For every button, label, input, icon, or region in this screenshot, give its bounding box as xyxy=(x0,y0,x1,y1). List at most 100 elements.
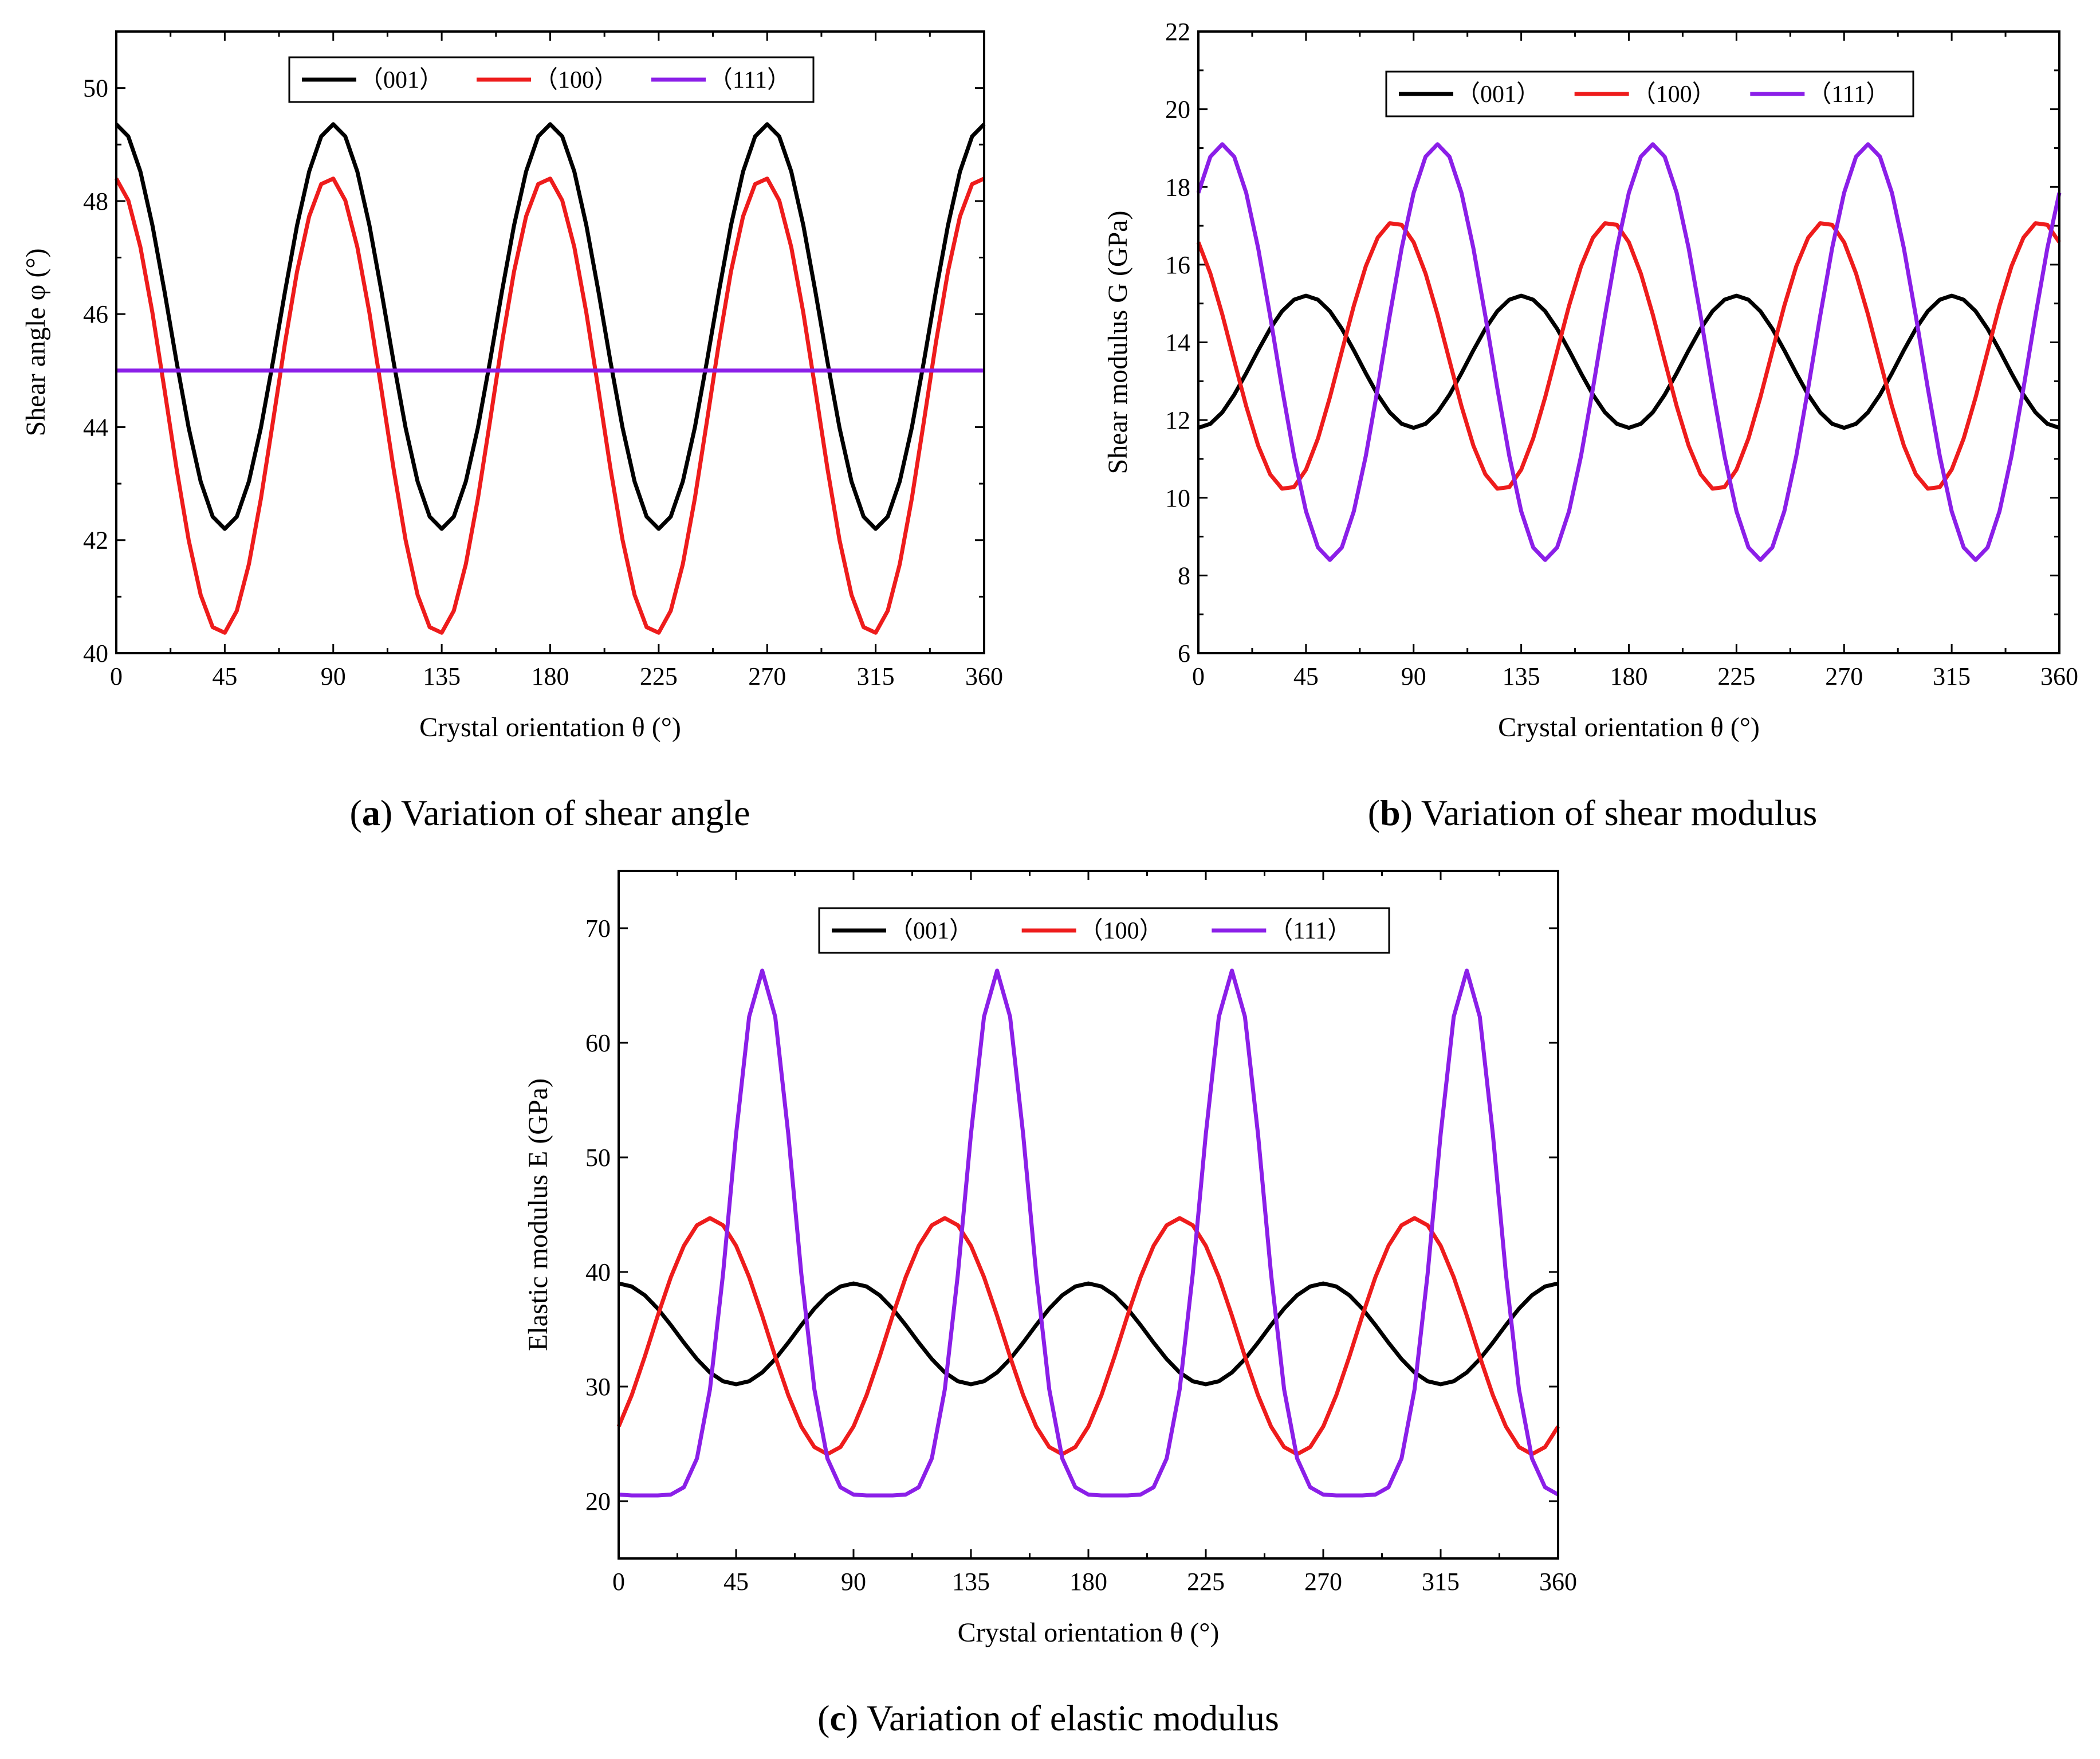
series-line-100 xyxy=(616,1216,1560,1456)
panel-a-x-ticks: 0 45 90 135 180 225 270 315 360 xyxy=(110,32,1003,690)
panel-c-plot-frame xyxy=(618,870,1559,1560)
series-line-001 xyxy=(1197,293,2060,430)
panel-b-legend: （001） （100） （111） xyxy=(1385,70,1914,117)
series-line-111 xyxy=(1196,142,2062,562)
panel-b-legend-label-100: （100） xyxy=(1632,81,1716,108)
y-tick-label: 44 xyxy=(83,413,108,441)
panel-c-x-ticks: 0 45 90 135 180 225 270 315 360 xyxy=(612,871,1577,1596)
series-line-100 xyxy=(114,176,985,635)
panel-c-y-axis-label: Elastic modulus E (GPa) xyxy=(523,1078,553,1351)
y-tick-label: 18 xyxy=(1165,173,1190,201)
panel-c-caption-letter: c xyxy=(829,1698,845,1738)
y-tick-label: 8 xyxy=(1178,562,1190,590)
x-tick-label: 0 xyxy=(1192,662,1205,690)
panel-b-legend-label-001: （001） xyxy=(1456,81,1540,108)
y-tick-label: 50 xyxy=(83,74,108,103)
panel-a-legend-label-001: （001） xyxy=(359,67,443,93)
panel-c-elastic-modulus: 0 45 90 135 180 225 270 315 360 20 30 40 50 60 70 （00… xyxy=(523,870,1577,1738)
x-tick-label: 315 xyxy=(1933,662,1971,690)
panel-c-legend-label-001: （001） xyxy=(889,918,973,944)
panel-a-legend: （001） （100） （111） xyxy=(288,56,815,103)
panel-a-x-axis-label: Crystal orientation θ (°) xyxy=(419,712,681,743)
x-tick-label: 135 xyxy=(423,662,461,690)
y-tick-label: 50 xyxy=(585,1144,611,1172)
y-tick-label: 12 xyxy=(1165,406,1190,434)
series-line-111 xyxy=(618,968,1559,1498)
x-tick-label: 315 xyxy=(1422,1568,1460,1596)
panel-a-caption-letter: a xyxy=(362,792,380,833)
panel-c-legend-box xyxy=(818,907,1390,954)
panel-c-x-axis-label: Crystal orientation θ (°) xyxy=(958,1617,1220,1648)
panel-b-y-axis-label: Shear modulus G (GPa) xyxy=(1103,211,1133,474)
panel-a-caption-text: Variation of shear angle xyxy=(392,792,750,833)
x-tick-label: 225 xyxy=(1187,1568,1225,1596)
y-tick-label: 48 xyxy=(83,187,108,215)
panel-a-legend-label-100: （100） xyxy=(534,67,618,93)
x-tick-label: 270 xyxy=(1304,1568,1342,1596)
x-tick-label: 225 xyxy=(1717,662,1755,690)
y-tick-label: 60 xyxy=(585,1029,611,1057)
panel-c-caption-text: Variation of elastic modulus xyxy=(858,1698,1279,1738)
series-line-100 xyxy=(1196,221,2061,491)
y-tick-label: 46 xyxy=(83,300,108,328)
panel-b-legend-box xyxy=(1385,70,1914,117)
y-tick-label: 40 xyxy=(83,639,108,668)
panel-b-legend-label-111: （111） xyxy=(1807,81,1890,108)
y-tick-label: 42 xyxy=(83,527,108,555)
panel-a-y-axis-label: Shear angle φ (°) xyxy=(21,248,51,436)
panel-c-series xyxy=(616,968,1560,1498)
panel-c-caption: (c) Variation of elastic modulus xyxy=(817,1698,1279,1738)
x-tick-label: 360 xyxy=(1539,1568,1577,1596)
x-tick-label: 90 xyxy=(1401,662,1426,690)
x-tick-label: 270 xyxy=(1825,662,1863,690)
y-tick-label: 14 xyxy=(1165,329,1190,357)
x-tick-label: 90 xyxy=(841,1568,866,1596)
x-tick-label: 45 xyxy=(1293,662,1319,690)
panel-b-caption-text: Variation of shear modulus xyxy=(1413,792,1817,833)
panel-b-caption-letter: b xyxy=(1380,792,1401,833)
y-tick-label: 20 xyxy=(585,1487,611,1515)
panel-a-series xyxy=(114,122,986,635)
panel-b-x-ticks: 0 45 90 135 180 225 270 315 360 xyxy=(1192,32,2078,690)
x-tick-label: 90 xyxy=(321,662,346,690)
x-tick-label: 180 xyxy=(1610,662,1648,690)
x-tick-label: 270 xyxy=(748,662,786,690)
panel-b-y-ticks: 6 8 10 12 14 16 18 20 22 xyxy=(1165,18,2059,668)
x-tick-label: 180 xyxy=(1069,1568,1107,1596)
x-tick-label: 0 xyxy=(612,1568,625,1596)
series-line-001 xyxy=(115,122,986,531)
y-tick-label: 40 xyxy=(585,1258,611,1286)
y-tick-label: 16 xyxy=(1165,251,1190,279)
panel-a-shear-angle: 0 45 90 135 180 225 270 315 360 40 42 44 46 48 50 （00… xyxy=(21,30,1003,833)
x-tick-label: 45 xyxy=(212,662,237,690)
y-tick-label: 70 xyxy=(585,914,611,943)
panel-a-plot-frame xyxy=(115,30,985,654)
panel-b-series xyxy=(1196,142,2062,562)
y-tick-label: 30 xyxy=(585,1373,611,1401)
x-tick-label: 0 xyxy=(110,662,123,690)
panel-b-caption: (b) Variation of shear modulus xyxy=(1368,792,1817,833)
y-tick-label: 20 xyxy=(1165,96,1190,124)
x-tick-label: 360 xyxy=(965,662,1003,690)
x-tick-label: 225 xyxy=(640,662,678,690)
panel-c-legend-label-100: （100） xyxy=(1079,918,1163,944)
panel-c-y-ticks: 20 30 40 50 60 70 xyxy=(585,914,1558,1515)
x-tick-label: 360 xyxy=(2040,662,2078,690)
y-tick-label: 22 xyxy=(1165,18,1190,46)
panel-a-caption: (a) Variation of shear angle xyxy=(350,792,750,833)
panel-c-legend-label-111: （111） xyxy=(1269,918,1351,944)
panel-c-legend: （001） （100） （111） xyxy=(818,907,1390,954)
panel-b-x-axis-label: Crystal orientation θ (°) xyxy=(1498,712,1760,743)
panel-b-plot-frame xyxy=(1197,30,2060,654)
panel-b-shear-modulus: 0 45 90 135 180 225 270 315 360 6 8 10 12 14 16 18 20 22… xyxy=(1103,18,2078,833)
panel-a-legend-label-111: （111） xyxy=(709,67,791,93)
panel-a-legend-box xyxy=(288,56,815,103)
y-tick-label: 6 xyxy=(1178,639,1190,668)
x-tick-label: 135 xyxy=(1503,662,1540,690)
x-tick-label: 45 xyxy=(723,1568,749,1596)
x-tick-label: 315 xyxy=(857,662,895,690)
panel-a-y-ticks: 40 42 44 46 48 50 xyxy=(83,74,984,668)
x-tick-label: 180 xyxy=(532,662,569,690)
y-tick-label: 10 xyxy=(1165,484,1190,512)
